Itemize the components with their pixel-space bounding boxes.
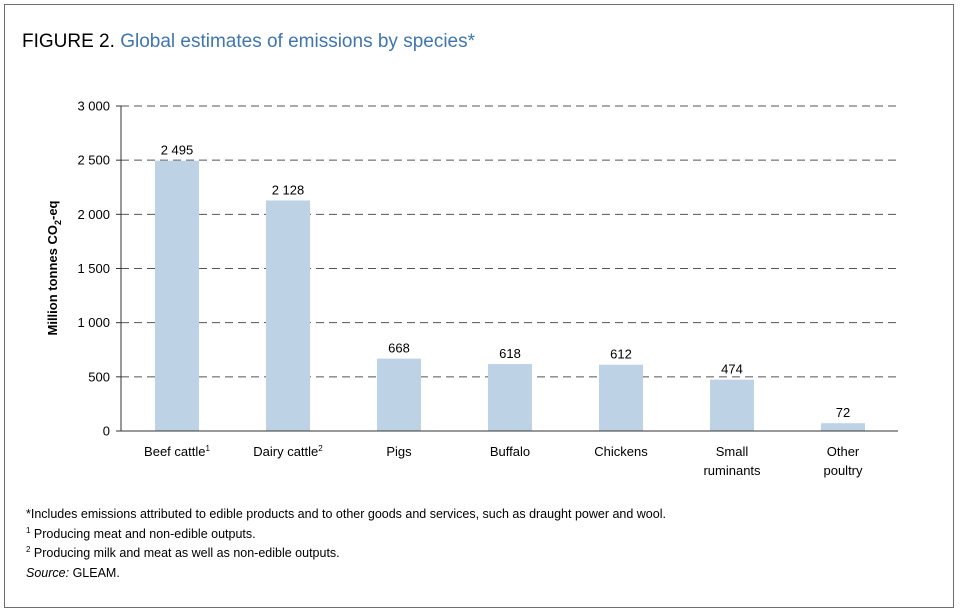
value-label: 2 495 (161, 143, 194, 158)
x-tick-superscript: 1 (205, 444, 210, 453)
bar (821, 423, 865, 431)
value-label: 618 (499, 346, 521, 361)
x-tick-label: Beef cattle1 (144, 444, 210, 459)
value-label: 474 (721, 362, 743, 377)
y-tick-label: 2 000 (77, 207, 110, 222)
bar (155, 160, 199, 432)
figure-frame (4, 4, 954, 608)
footnote-2-marker: 2 (26, 545, 31, 555)
source-text: GLEAM. (69, 565, 120, 580)
y-tick-label: 1 500 (77, 261, 110, 276)
figure-label: FIGURE 2. (22, 31, 115, 52)
bar (266, 200, 310, 431)
bars (155, 160, 865, 432)
y-axis-label: Million tonnes CO2-eq (45, 200, 63, 335)
x-tick-label: Chickens (594, 444, 648, 459)
footnote-1-text: Producing meat and non-edible outputs. (30, 526, 256, 541)
footnote-1: 1 Producing meat and non-edible outputs. (26, 523, 666, 543)
bar (599, 364, 643, 431)
grid-lines (121, 105, 898, 378)
figure-title: FIGURE 2. Global estimates of emissions … (22, 31, 475, 53)
y-tick-label: 1 000 (77, 315, 110, 330)
x-tick-label: Dairy cattle2 (253, 444, 323, 459)
x-tick-label: Small (716, 444, 749, 459)
y-tick-label: 0 (103, 424, 110, 439)
x-tick-label: Other (827, 444, 860, 459)
source-label: Source: (26, 565, 70, 580)
footnote-2-text: Producing milk and meat as well as non-e… (30, 546, 340, 561)
bar (377, 358, 421, 431)
y-axis-ticks: 0 500 1 000 1 500 2 000 2 500 3 000 (77, 99, 121, 439)
value-label: 668 (388, 341, 410, 356)
value-labels: 2 495 2 128 668 618 612 474 72 (161, 143, 851, 420)
footnote-2: 2 Producing milk and meat as well as non… (26, 542, 666, 562)
y-tick-label: 500 (88, 369, 110, 384)
y-tick-label: 2 500 (77, 153, 110, 168)
x-tick-label: Buffalo (490, 444, 530, 459)
bar (488, 364, 532, 431)
value-label: 72 (836, 405, 850, 420)
x-tick-superscript: 2 (318, 444, 323, 453)
bar (710, 379, 754, 431)
footnote-star: *Includes emissions attributed to edible… (26, 507, 666, 521)
figure-title-text: Global estimates of emissions by species… (120, 31, 476, 52)
footnotes: *Includes emissions attributed to edible… (26, 506, 666, 581)
value-label: 2 128 (272, 182, 305, 197)
x-tick-label: ruminants (703, 463, 761, 478)
x-axis-labels: Beef cattle1 Dairy cattle2 Pigs Buffalo Chic… (144, 444, 863, 478)
value-label: 612 (610, 347, 632, 362)
y-tick-label: 3 000 (77, 99, 110, 114)
source-line: Source: GLEAM. (26, 565, 666, 582)
x-tick-label: poultry (823, 463, 863, 478)
x-tick-label: Pigs (386, 444, 412, 459)
footnote-1-marker: 1 (26, 525, 31, 535)
